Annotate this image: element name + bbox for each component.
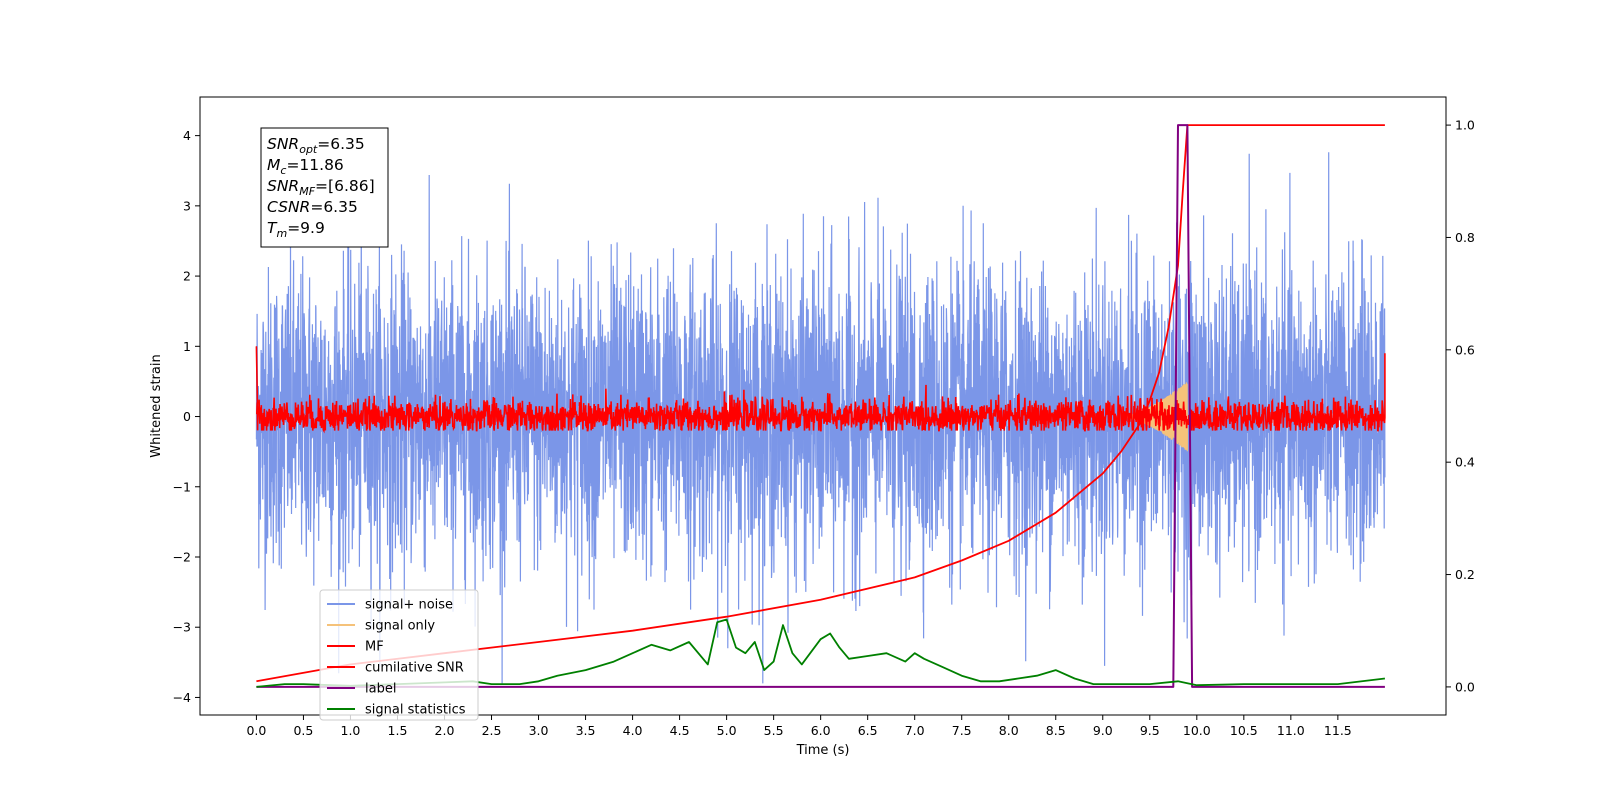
legend: signal+ noise signal only MF cumilative SNR… [319, 589, 479, 721]
x-tick-label: 1.0 [341, 723, 361, 738]
x-tick-label: 0.5 [293, 723, 313, 738]
series-label [256, 124, 1385, 688]
x-tick-label: 2.5 [482, 723, 502, 738]
y-tick-label: −3 [173, 620, 191, 635]
annotation-line: Tm=9.9 [267, 219, 325, 240]
x-tick-label: 3.5 [576, 723, 596, 738]
y2-tick-label: 1.0 [1455, 118, 1475, 133]
series-mf [255, 346, 1386, 434]
y2-tick-label: 0.8 [1455, 230, 1475, 245]
x-tick-label: 11.5 [1324, 723, 1352, 738]
y-tick-label: 1 [183, 339, 191, 354]
y-axis-label: Whitened strain [149, 354, 164, 457]
y2-tick-label: 0.2 [1455, 567, 1475, 582]
x-tick-label: 0.0 [246, 723, 266, 738]
y-tick-label: −2 [173, 549, 191, 564]
annotation-frame [260, 127, 389, 248]
legend-label: cumilative SNR [365, 661, 464, 676]
y-tick-label: 2 [183, 269, 191, 284]
y2-tick-label: 0.4 [1455, 455, 1475, 470]
annotation-box: SNRopt=6.35Mc=11.86SNRMF=[6.86]CSNR=6.35… [260, 127, 389, 248]
legend-label: label [365, 682, 396, 697]
legend-frame [319, 589, 479, 721]
x-tick-label: 7.0 [905, 723, 925, 738]
plot-frame [199, 96, 1447, 716]
y-tick-label: −4 [173, 690, 191, 705]
x-tick-label: 3.0 [529, 723, 549, 738]
x-tick-label: 7.5 [952, 723, 972, 738]
x-axis-label: Time (s) [796, 743, 850, 758]
x-tick-label: 9.5 [1140, 723, 1160, 738]
axes: 0.0 0.5 1.0 1.5 2.0 2.5 3.0 3.5 4.0 4.5 5.0 5.5 6.0 6… [173, 96, 1475, 738]
x-tick-label: 4.5 [670, 723, 690, 738]
x-tick-label: 6.5 [858, 723, 878, 738]
x-tick-label: 5.0 [717, 723, 737, 738]
y2-tick-label: 0.6 [1455, 342, 1475, 357]
y-tick-label: 3 [183, 198, 191, 213]
y-tick-label: −1 [173, 479, 191, 494]
x-tick-label: 10.0 [1183, 723, 1211, 738]
x-tick-label: 5.5 [764, 723, 784, 738]
legend-label: signal+ noise [365, 598, 453, 613]
y-tick-label: 4 [183, 128, 191, 143]
series-signal-noise [255, 152, 1386, 684]
annotation-line: CSNR=6.35 [267, 198, 358, 216]
x-tick-label: 10.5 [1230, 723, 1258, 738]
x-tick-label: 8.0 [999, 723, 1019, 738]
series-cumulative-snr [256, 124, 1385, 683]
annotation-line: SNRopt=6.35 [267, 135, 365, 156]
plot-area [255, 124, 1386, 688]
x-tick-label: 1.5 [388, 723, 408, 738]
x-tick-label: 2.0 [435, 723, 455, 738]
x-tick-label: 8.5 [1046, 723, 1066, 738]
annotation-line: SNRMF=[6.86] [267, 177, 375, 198]
series-signal-statistics [256, 618, 1386, 688]
y-tick-label: 0 [183, 409, 191, 424]
x-tick-label: 11.0 [1277, 723, 1305, 738]
y2-tick-label: 0.0 [1455, 679, 1475, 694]
legend-label: signal statistics [365, 703, 466, 718]
legend-label: signal only [365, 619, 435, 634]
x-tick-label: 9.0 [1093, 723, 1113, 738]
legend-label: MF [365, 640, 384, 655]
annotation-line: Mc=11.86 [267, 156, 344, 177]
x-tick-label: 6.0 [811, 723, 831, 738]
x-tick-label: 4.0 [623, 723, 643, 738]
